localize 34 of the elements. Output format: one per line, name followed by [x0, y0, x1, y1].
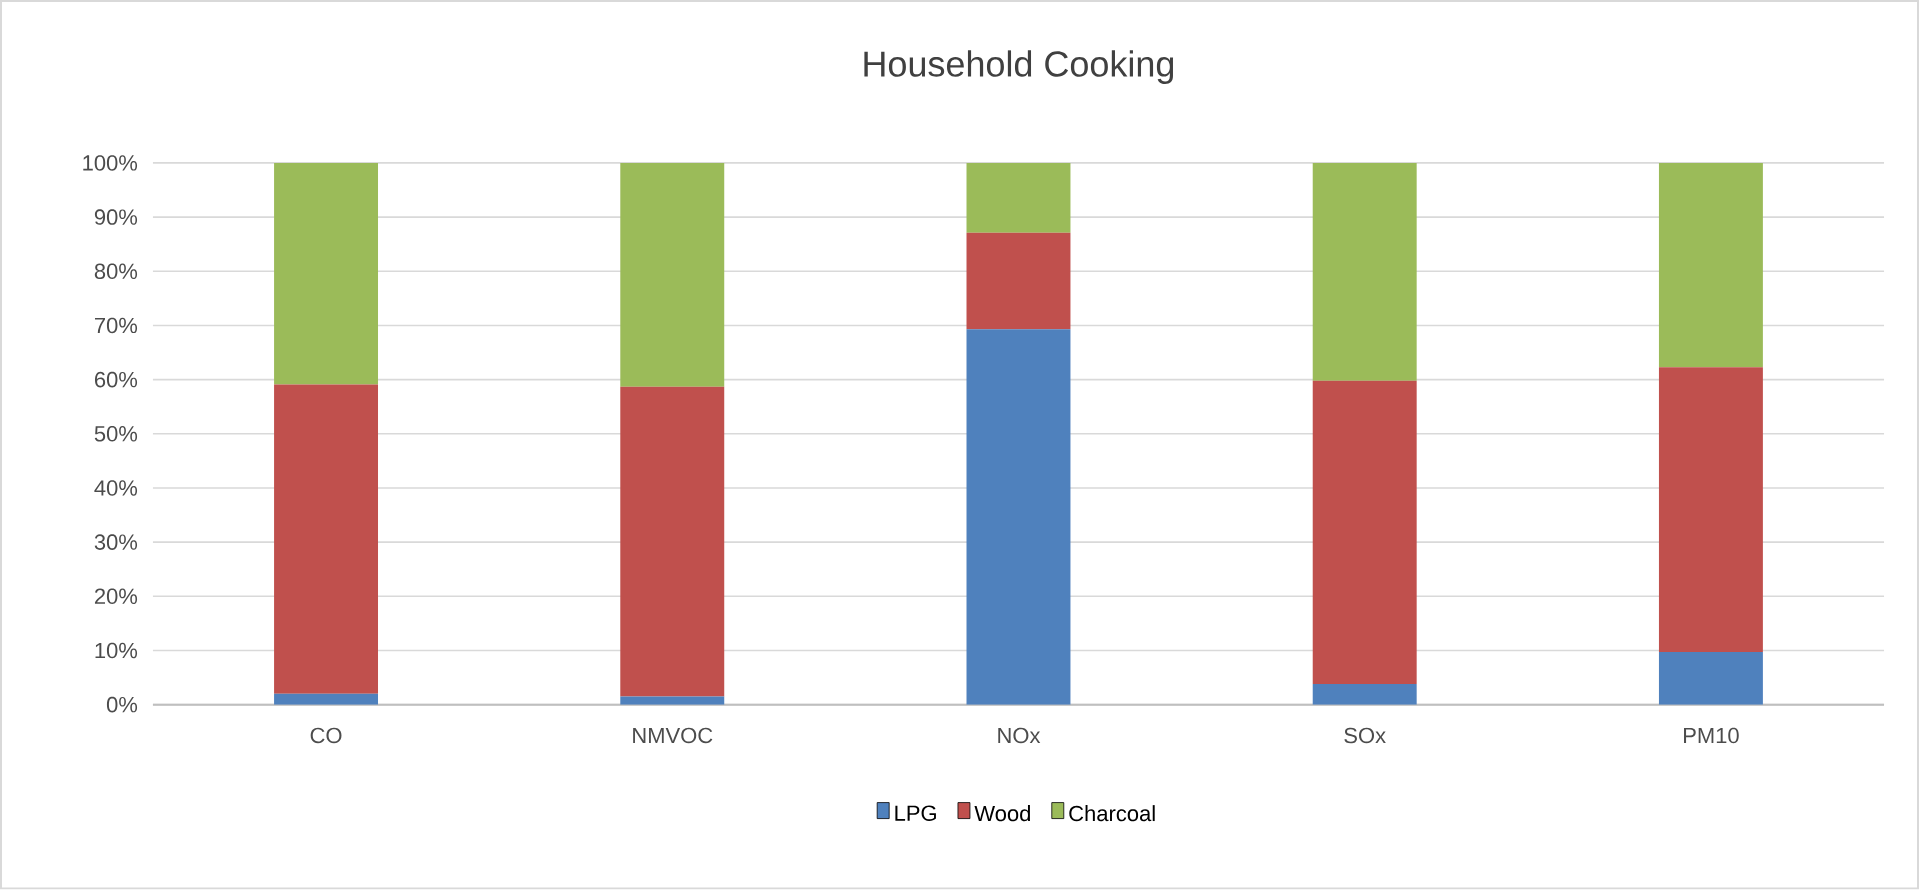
x-tick-label: PM10: [1684, 727, 1739, 744]
y-tick-label: 100%: [83, 155, 138, 171]
bar: [274, 384, 379, 695]
y-tick-label: 80%: [94, 263, 138, 280]
bar: [620, 386, 725, 697]
bar: [620, 163, 725, 387]
bar: [274, 163, 379, 385]
y-tick-label: 20%: [94, 588, 138, 605]
y-tick-label: 50%: [94, 426, 138, 442]
x-tick-label: NMVOC: [633, 727, 713, 744]
y-tick-label: 60%: [95, 372, 138, 388]
bar: [966, 329, 1071, 705]
bar: [1312, 380, 1417, 685]
y-tick-label: 30%: [94, 534, 138, 551]
legend-label: Wood: [974, 805, 1030, 822]
chart-title: Household Cooking: [864, 50, 1174, 85]
y-tick-label: 0%: [106, 697, 138, 713]
bar: [1658, 163, 1763, 368]
legend-label: LPG: [895, 805, 936, 822]
y-tick-label: 40%: [94, 480, 138, 496]
x-tick-label: NOx: [998, 727, 1041, 744]
legend-label: Charcoal: [1069, 805, 1155, 822]
bar: [1312, 684, 1417, 705]
bar: [966, 233, 1071, 330]
bar: [1658, 367, 1763, 653]
y-tick-label: 70%: [95, 317, 138, 334]
bar: [1658, 652, 1763, 705]
x-tick-label: SOx: [1344, 727, 1386, 744]
y-tick-label: 10%: [95, 642, 138, 659]
bar: [1312, 163, 1417, 381]
bar: [274, 694, 379, 705]
bar: [966, 163, 1071, 234]
y-tick-label: 90%: [94, 209, 138, 226]
x-tick-label: CO: [310, 727, 342, 744]
